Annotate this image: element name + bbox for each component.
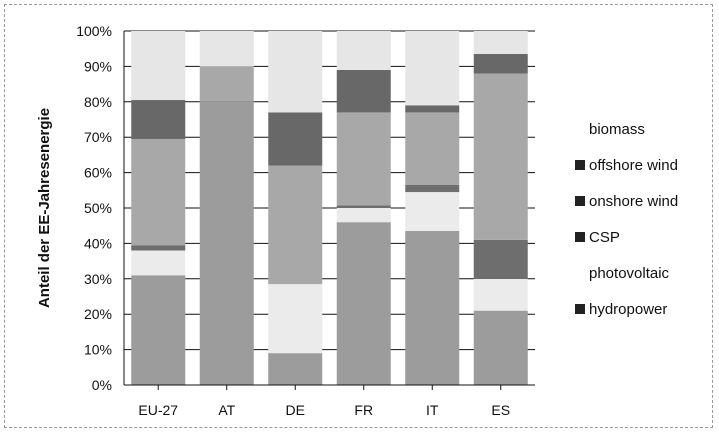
bar-segment-hydropower — [473, 310, 528, 385]
gridlines — [124, 30, 535, 386]
legend-label: hydropower — [589, 301, 667, 318]
axes: Anteil der EE-Jahresenergie 0% 10% 20% 30% 4… — [36, 23, 535, 418]
legend-swatch — [575, 232, 585, 242]
bar-segment-hydropower — [131, 275, 186, 385]
y-tick-label: 0% — [92, 377, 112, 393]
y-tick-label: 70% — [84, 129, 112, 145]
legend-label: CSP — [589, 229, 620, 246]
x-tick-label: ES — [491, 402, 510, 418]
y-tick-label: 90% — [84, 58, 112, 74]
y-axis-title: Anteil der EE-Jahresenergie — [36, 108, 53, 308]
bar-segment-CSP — [473, 239, 528, 279]
y-tick-label: 40% — [84, 235, 112, 251]
bar-segment-photovoltaic — [336, 208, 391, 223]
bar-segment-hydropower — [199, 101, 254, 386]
x-tick-label: AT — [218, 402, 235, 418]
bar-segment-biomass — [405, 31, 460, 106]
legend-swatch — [575, 160, 585, 170]
legend-swatch — [575, 304, 585, 314]
bar-segment-hydropower — [268, 353, 323, 385]
y-tick-label: 10% — [84, 342, 112, 358]
legend-label: biomass — [589, 121, 645, 138]
x-tick-label: FR — [354, 402, 373, 418]
legend-label: photovoltaic — [589, 265, 670, 282]
bar-segment-onshore-wind — [336, 112, 391, 206]
bar-segment-offshore-wind — [336, 69, 391, 113]
bar-segment-onshore-wind — [131, 138, 186, 246]
bar-segment-photovoltaic — [405, 192, 460, 232]
y-tick-label: 60% — [84, 165, 112, 181]
bar-segment-hydropower — [336, 222, 391, 385]
bar-segment-onshore-wind — [473, 73, 528, 240]
bar-segment-photovoltaic — [268, 284, 323, 354]
bar-segment-photovoltaic — [131, 250, 186, 276]
bar-segment-offshore-wind — [131, 100, 186, 139]
y-tick-label: 50% — [84, 200, 112, 216]
bars — [131, 31, 528, 386]
bar-segment-CSP — [336, 205, 391, 208]
x-tick-label: IT — [426, 402, 439, 418]
legend: biomass offshore wind onshore wind CSP photo… — [575, 121, 678, 318]
bar-segment-CSP — [131, 245, 186, 251]
bar-segment-onshore-wind — [405, 112, 460, 185]
bar-segment-biomass — [268, 31, 323, 113]
bar-segment-onshore-wind — [199, 66, 254, 102]
x-tick-label: EU-27 — [138, 402, 178, 418]
bar-segment-photovoltaic — [473, 278, 528, 311]
bar-segment-CSP — [405, 184, 460, 193]
y-tick-label: 100% — [76, 23, 112, 39]
bar-segment-biomass — [336, 31, 391, 70]
bar-segment-onshore-wind — [268, 165, 323, 285]
bar-segment-biomass — [131, 31, 186, 101]
legend-label: onshore wind — [589, 193, 678, 210]
bar-segment-biomass — [473, 31, 528, 55]
x-tick-label: DE — [286, 402, 305, 418]
bar-segment-hydropower — [405, 231, 460, 385]
bar-segment-offshore-wind — [405, 105, 460, 113]
bar-segment-offshore-wind — [473, 54, 528, 74]
y-tick-label: 80% — [84, 94, 112, 110]
y-tick-label: 30% — [84, 271, 112, 287]
legend-label: offshore wind — [589, 157, 678, 174]
bar-segment-biomass — [199, 31, 254, 67]
legend-swatch — [575, 196, 585, 206]
bar-segment-offshore-wind — [268, 112, 323, 166]
y-tick-label: 20% — [84, 306, 112, 322]
